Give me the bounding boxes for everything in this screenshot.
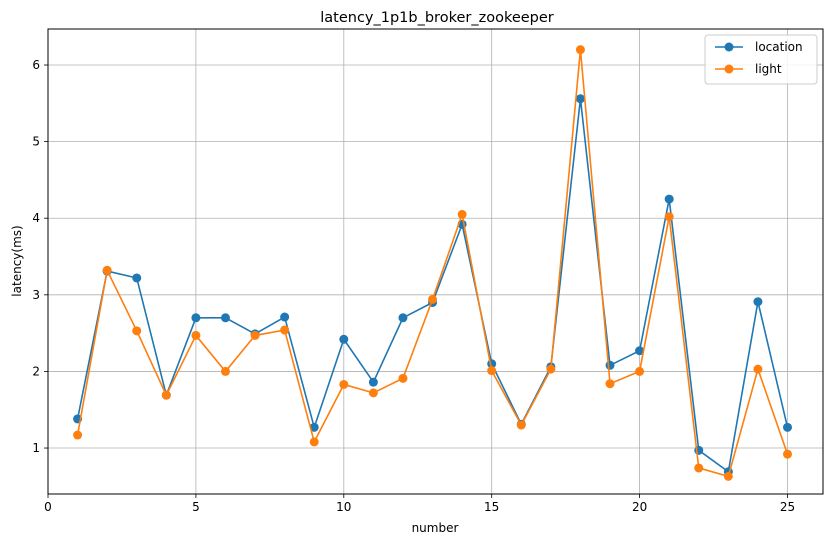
data-point: [605, 360, 615, 370]
data-point: [753, 364, 763, 374]
data-point: [723, 471, 733, 481]
y-axis-label: latency(ms): [10, 225, 24, 296]
x-axis-label: number: [412, 521, 459, 535]
data-point: [132, 326, 142, 336]
data-point: [368, 388, 378, 398]
data-series: [73, 45, 792, 481]
series-light: [73, 45, 792, 481]
data-point: [280, 325, 290, 335]
data-point: [664, 194, 674, 204]
data-point: [398, 373, 408, 383]
data-point: [516, 420, 526, 430]
data-point: [220, 366, 230, 376]
data-point: [575, 45, 585, 55]
data-point: [102, 265, 112, 275]
plot-frame: [47, 28, 824, 495]
data-point: [339, 379, 349, 389]
data-point: [280, 312, 290, 322]
x-tick-label: 10: [336, 500, 351, 514]
x-tick-label: 20: [632, 500, 647, 514]
y-tick-label: 3: [32, 288, 40, 302]
data-point: [398, 313, 408, 323]
chart-title: latency_1p1b_broker_zookeeper: [320, 10, 554, 26]
data-point: [428, 294, 438, 304]
data-point: [575, 94, 585, 104]
legend: location light: [704, 34, 818, 85]
data-point: [783, 422, 792, 432]
x-tick-label: 0: [44, 500, 52, 514]
data-point: [487, 366, 497, 376]
y-tick-label: 5: [32, 135, 40, 149]
data-point: [694, 463, 704, 473]
y-tick-label: 1: [32, 441, 40, 455]
data-point: [73, 430, 83, 440]
x-tick-label: 15: [484, 500, 499, 514]
data-point: [191, 313, 201, 323]
data-point: [605, 379, 615, 389]
legend-marker: [724, 64, 734, 74]
data-point: [664, 212, 674, 222]
legend-label: location: [755, 40, 803, 54]
x-tick-label: 25: [780, 500, 795, 514]
data-point: [457, 209, 467, 219]
data-point: [309, 422, 319, 432]
data-point: [635, 366, 645, 376]
y-tick-label: 4: [32, 211, 40, 225]
data-point: [220, 313, 230, 323]
x-tick-label: 5: [192, 500, 200, 514]
data-point: [161, 390, 171, 400]
data-point: [132, 273, 142, 283]
data-point: [546, 364, 556, 374]
data-point: [368, 377, 378, 387]
data-point: [339, 334, 349, 344]
axis-ticks: 0 5 10 15 20 25 1 2 3 4 5 6: [32, 58, 795, 514]
y-tick-label: 6: [32, 58, 40, 72]
legend-marker: [724, 42, 734, 52]
data-point: [753, 297, 763, 307]
grid-lines: [47, 29, 823, 494]
data-point: [309, 437, 319, 447]
y-tick-label: 2: [32, 364, 40, 378]
data-point: [191, 330, 201, 340]
data-point: [250, 330, 260, 340]
data-point: [635, 346, 645, 356]
data-point: [783, 449, 792, 459]
legend-label: light: [755, 62, 782, 76]
